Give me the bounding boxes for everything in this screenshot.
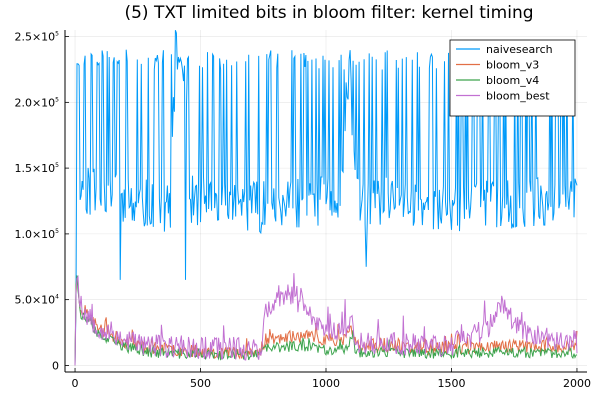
legend-label: naivesearch xyxy=(486,43,553,56)
chart-title: (5) TXT limited bits in bloom filter: ke… xyxy=(124,3,533,23)
y-tick-label: 2.0×105 xyxy=(14,96,59,109)
x-tick-label: 1000 xyxy=(312,377,340,390)
x-tick-label: 0 xyxy=(72,377,79,390)
legend-label: bloom_v4 xyxy=(486,74,539,87)
y-tick-label: 2.5×105 xyxy=(14,31,59,44)
y-tick-label: 5.0×104 xyxy=(14,294,59,307)
x-tick-label: 500 xyxy=(190,377,211,390)
y-tick-label: 1.5×105 xyxy=(14,162,59,175)
legend-label: bloom_v3 xyxy=(486,59,539,72)
x-tick-label: 1500 xyxy=(437,377,465,390)
legend-label: bloom_best xyxy=(486,90,550,103)
x-tick-label: 2000 xyxy=(563,377,591,390)
y-tick-label: 0 xyxy=(52,359,59,372)
legend: naivesearch bloom_v3 bloom_v4 bloom_best xyxy=(450,40,575,116)
y-tick-label: 1.0×105 xyxy=(14,228,59,241)
